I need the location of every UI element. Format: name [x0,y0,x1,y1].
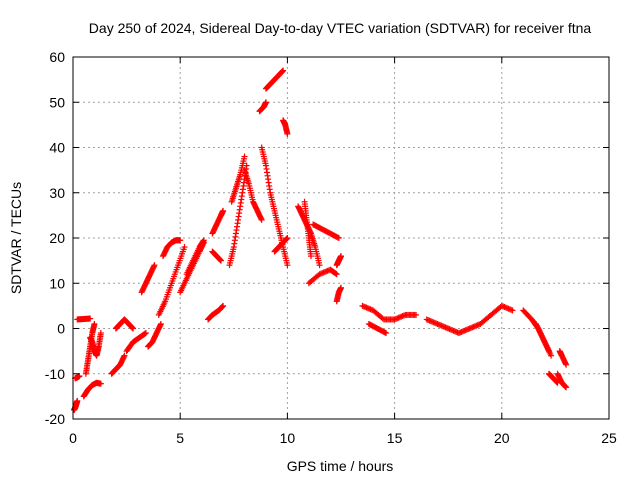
y-tick-label: 60 [49,49,65,65]
data-point [220,207,227,214]
data-point [284,235,291,241]
data-point [97,330,104,337]
data-point [413,311,420,318]
y-tick-label: 30 [49,185,65,201]
data-point [545,348,552,355]
data-point [335,235,342,241]
x-tick-label: 15 [387,430,403,446]
data-point [181,244,188,251]
y-tick-label: -20 [45,411,65,427]
data-point [280,67,287,74]
data-point [258,216,265,223]
y-tick-label: 50 [49,94,65,110]
x-tick-label: 20 [494,430,510,446]
data-point [151,262,158,269]
plot-frame [72,56,610,420]
data-point [509,307,516,314]
data-point [316,262,323,269]
x-tick-label: 25 [601,430,617,446]
data-point [157,320,164,327]
data-point [76,373,83,380]
y-tick-label: 20 [49,230,65,246]
data-point [241,153,248,160]
data-point [307,253,314,260]
data-point [383,330,390,337]
data-point [338,253,344,260]
grid-lines [73,57,609,419]
data-point [563,384,570,391]
data-point [91,320,98,327]
data-point [87,315,94,322]
data-marks [71,67,570,413]
data-point [284,130,291,137]
data-point [333,271,340,278]
data-point [74,397,81,404]
data-point [548,352,555,359]
data-point [97,380,104,387]
chart-title: Day 250 of 2024, Sidereal Day-to-day VTE… [89,20,592,36]
y-tick-label: 0 [57,321,65,337]
data-point [338,284,344,291]
x-tick-label: 10 [280,430,296,446]
data-point [284,262,291,269]
data-point [379,315,386,322]
data-point [217,257,224,264]
y-axis-title: SDTVAR / TECUs [8,182,24,294]
y-tick-label: -10 [45,366,65,382]
y-tick-label: 10 [49,275,65,291]
x-axis-title: GPS time / hours [287,458,394,474]
data-point [130,325,137,332]
y-tick-label: 40 [49,140,65,156]
data-point [177,237,184,244]
data-point [563,361,570,368]
x-tick-label: 5 [176,430,184,446]
data-point [220,302,227,309]
data-point [200,237,207,244]
data-point [142,330,149,337]
data-point [121,352,128,359]
data-point [262,99,269,106]
x-tick-label: 0 [69,430,77,446]
